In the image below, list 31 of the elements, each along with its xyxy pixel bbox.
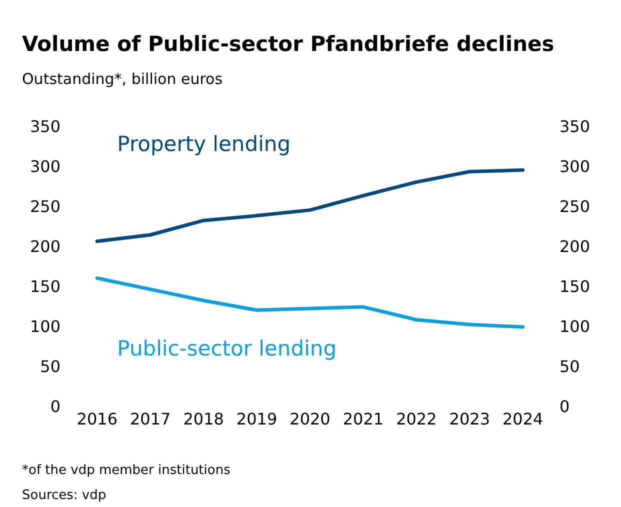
x-tick-label: 2021 [342, 410, 384, 429]
source-note: Sources: vdp [22, 487, 108, 505]
text: Property lending [117, 132, 291, 156]
x-tick-label: 2024 [502, 410, 544, 429]
y-tick-label: 250 [30, 196, 61, 216]
x-tick-label: 2020 [290, 410, 330, 429]
x-tick-label: 2017 [130, 410, 171, 429]
y-tick-label: 0 [50, 396, 61, 416]
y2-tick-label: 200 [559, 236, 590, 256]
x-tick-label: 2023 [449, 410, 490, 429]
y-tick-label: 350 [30, 116, 61, 136]
x-tick-label: 2019 [236, 410, 278, 429]
y2-tick-label: 250 [559, 196, 590, 216]
y2-tick-label: 0 [559, 396, 570, 416]
y-tick-label: 200 [30, 236, 61, 256]
x-tick-label: 2016 [76, 410, 118, 429]
y2-tick-label: 300 [559, 156, 590, 176]
text: *of the vdp member institutions [22, 462, 230, 480]
y-tick-label: 100 [30, 316, 61, 336]
series-label: Public-sector lending [117, 336, 337, 361]
y2-tick-label: 100 [559, 316, 590, 336]
chart-subtitle: Outstanding*, billion euros [22, 70, 223, 88]
y-tick-label: 300 [30, 156, 61, 176]
x-tick-label: 2022 [396, 410, 437, 429]
y2-tick-label: 350 [559, 116, 590, 136]
x-tick-label: 2018 [183, 410, 224, 429]
y2-tick-label: 50 [559, 356, 580, 376]
y-tick-label: 150 [30, 276, 61, 296]
y-tick-label: 50 [40, 356, 61, 376]
y2-tick-label: 150 [559, 276, 590, 296]
chart-title: Volume of Public-sector Pfandbriefe declines [22, 32, 554, 56]
